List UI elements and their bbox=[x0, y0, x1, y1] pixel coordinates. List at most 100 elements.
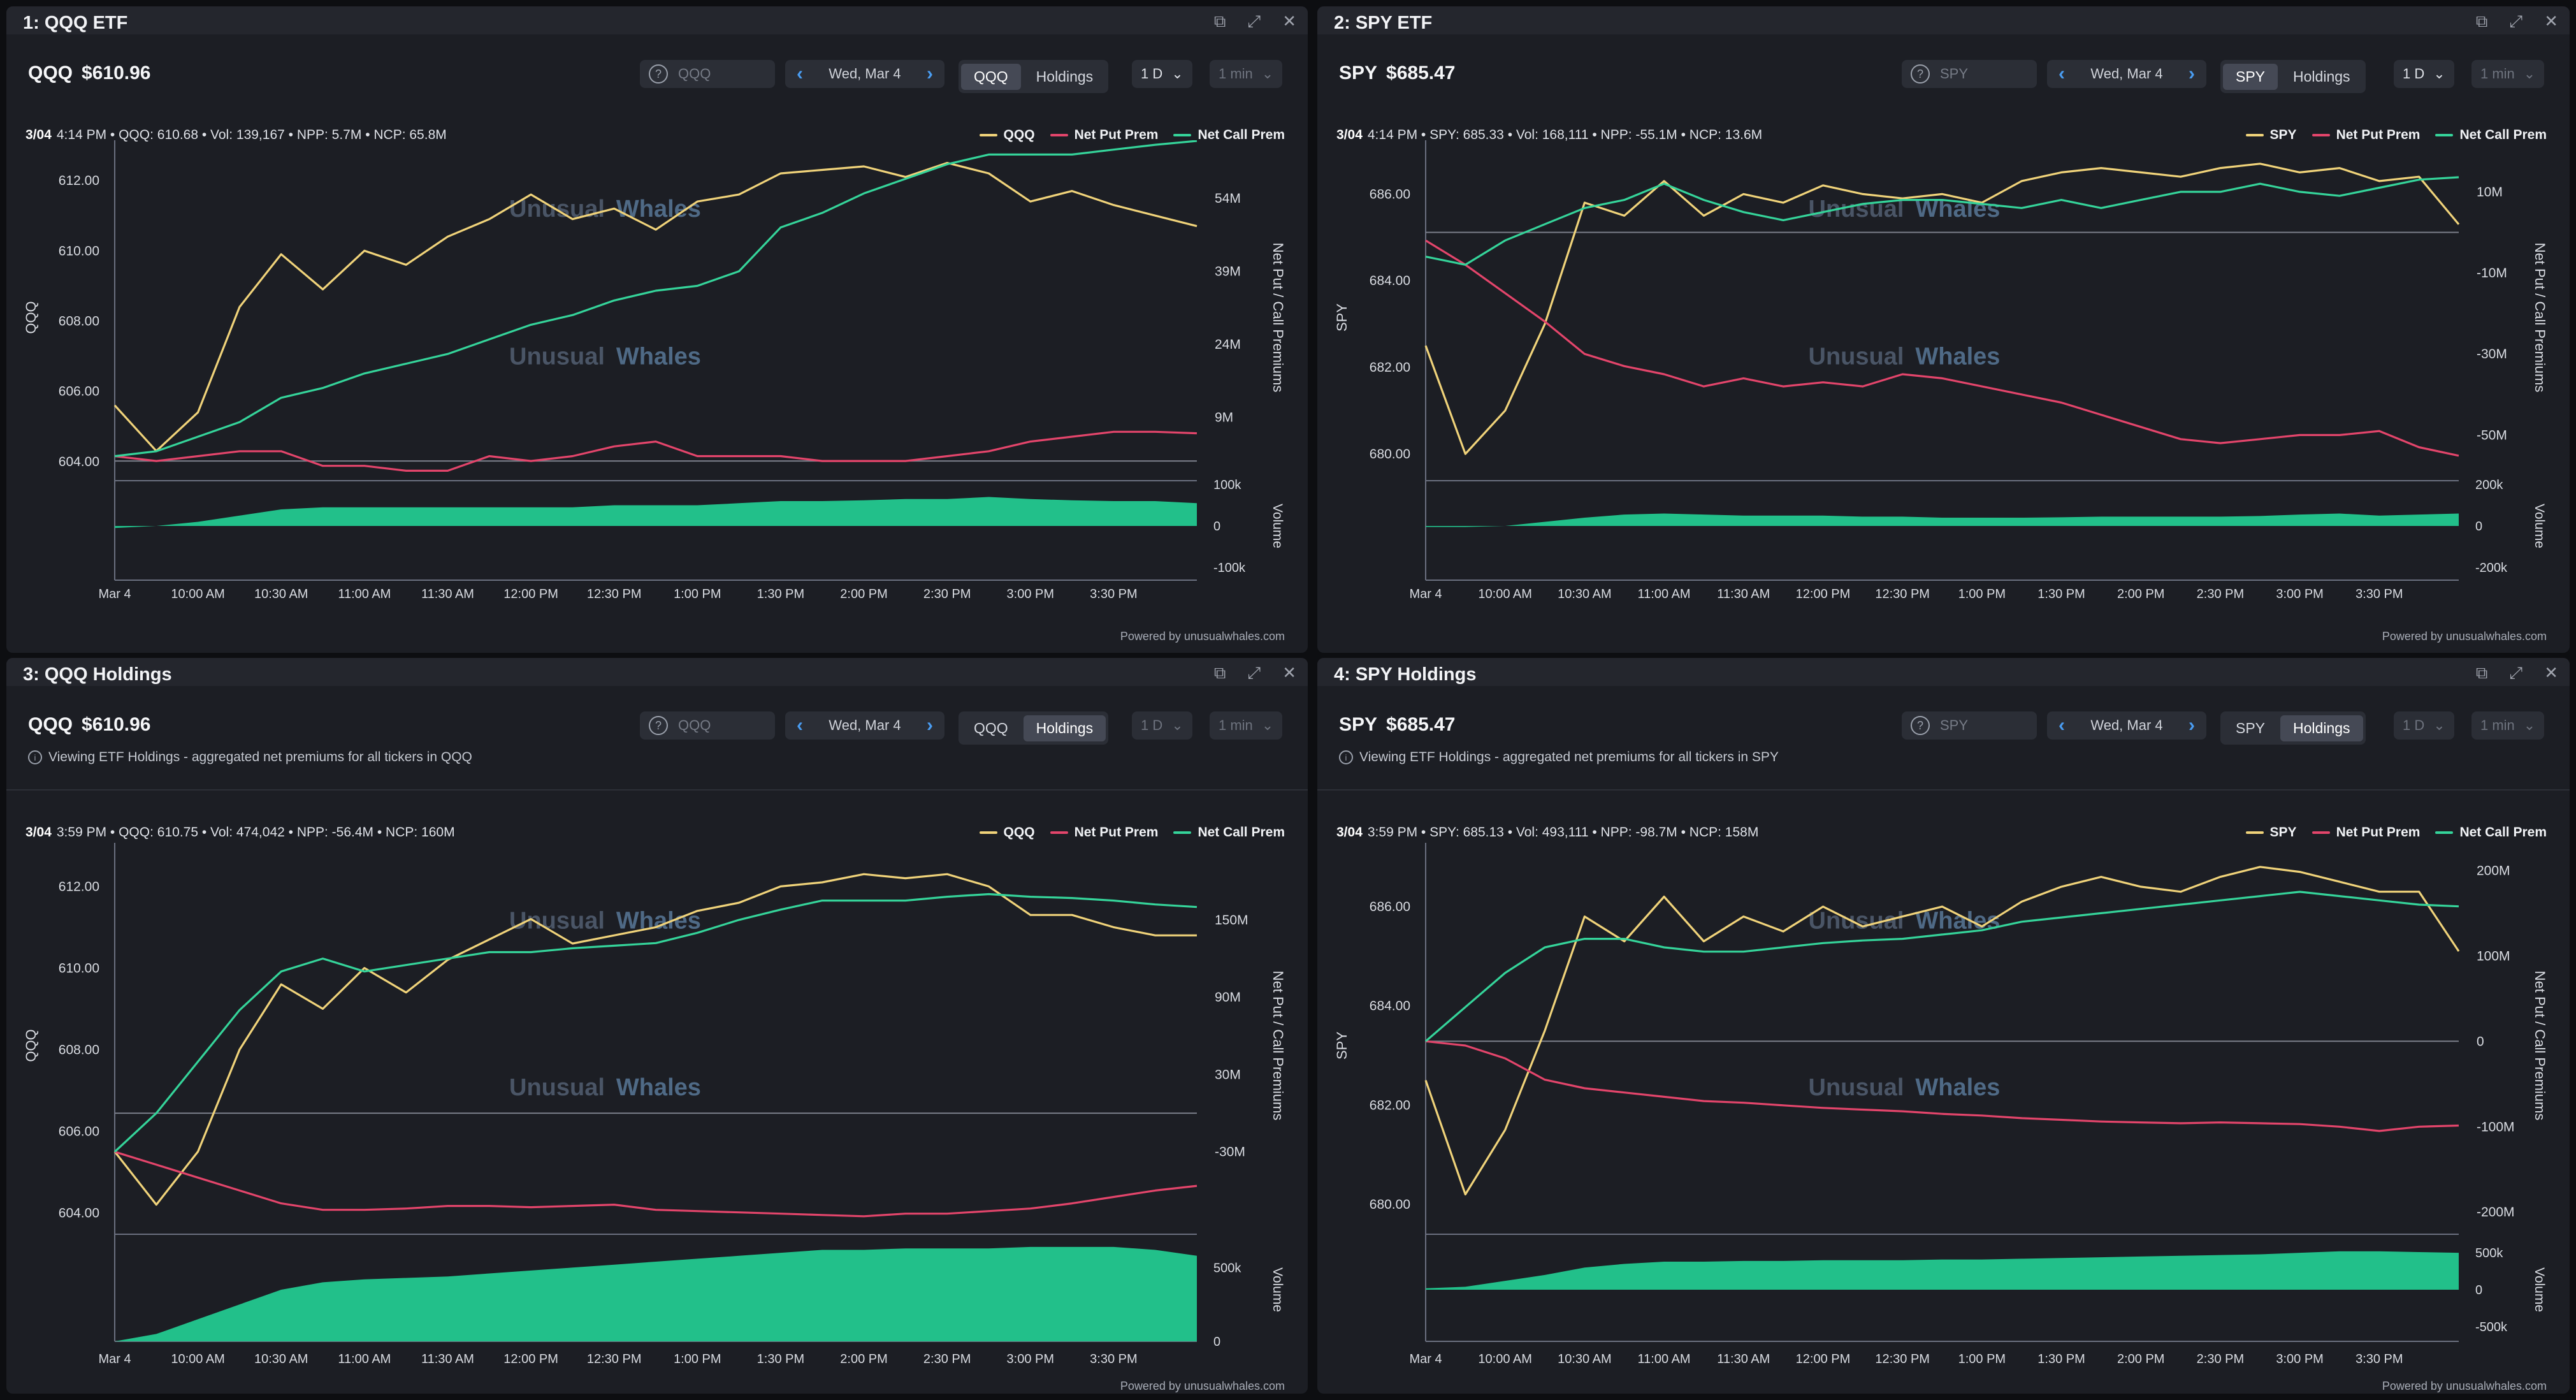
crosshair-status: 3/04 3:59 PM • SPY: 685.13 • Vol: 493,111… bbox=[1336, 825, 1758, 840]
symbol-search-input[interactable]: ? SPY bbox=[1902, 711, 2037, 740]
x-tick-label: 3:00 PM bbox=[2276, 587, 2323, 601]
interval-value: 1 min bbox=[2480, 66, 2515, 82]
expand-icon[interactable]: ⤢ bbox=[2509, 11, 2523, 31]
close-icon[interactable]: ✕ bbox=[2544, 663, 2558, 682]
window-controls: ⧉ ⤢ ✕ bbox=[1214, 11, 1296, 32]
y-tick-label: 604.00 bbox=[59, 1206, 99, 1220]
legend-item-put[interactable]: Net Put Prem bbox=[2312, 825, 2420, 840]
legend-item-put[interactable]: Net Put Prem bbox=[1050, 128, 1158, 143]
prev-day-chevron-icon[interactable]: ‹ bbox=[797, 715, 803, 736]
volume-tick-label: -500k bbox=[2475, 1320, 2508, 1334]
x-tick-label: 11:00 AM bbox=[1638, 587, 1691, 601]
range-select[interactable]: 1 D ⌄ bbox=[1132, 60, 1192, 88]
x-tick-label: 1:30 PM bbox=[757, 1352, 804, 1366]
popout-icon[interactable]: ⧉ bbox=[1213, 11, 1226, 31]
legend-label: Net Put Prem bbox=[2336, 825, 2420, 840]
x-tick-label: 11:30 AM bbox=[1717, 1352, 1770, 1366]
y-tick-label: 608.00 bbox=[59, 314, 99, 329]
interval-select[interactable]: 1 min ⌄ bbox=[1210, 711, 1283, 740]
help-icon[interactable]: ? bbox=[1911, 64, 1930, 84]
x-tick-label: 2:30 PM bbox=[2197, 1352, 2244, 1366]
y2-axis-label: Net Put / Call Premiums bbox=[1270, 243, 1286, 393]
legend-swatch bbox=[2312, 134, 2330, 136]
legend-item-put[interactable]: Net Put Prem bbox=[2312, 128, 2420, 143]
holdings-view-tab[interactable]: Holdings bbox=[1023, 715, 1106, 741]
symbol-search-input[interactable]: ? SPY bbox=[1902, 60, 2037, 88]
legend-swatch bbox=[1173, 134, 1192, 136]
interval-select[interactable]: 1 min ⌄ bbox=[1210, 60, 1283, 88]
net-call-line bbox=[1424, 891, 2459, 1042]
expand-icon[interactable]: ⤢ bbox=[1247, 11, 1261, 31]
close-icon[interactable]: ✕ bbox=[1282, 11, 1296, 31]
y2-tick-label: -30M bbox=[2477, 347, 2507, 361]
next-day-chevron-icon[interactable]: › bbox=[2189, 715, 2195, 736]
holdings-info-note: i Viewing ETF Holdings - aggregated net p… bbox=[28, 750, 472, 765]
x-tick-label: 3:00 PM bbox=[1007, 587, 1054, 601]
interval-select[interactable]: 1 min ⌄ bbox=[2471, 60, 2545, 88]
expand-icon[interactable]: ⤢ bbox=[1247, 663, 1261, 682]
help-icon[interactable]: ? bbox=[1911, 716, 1930, 735]
interval-select[interactable]: 1 min ⌄ bbox=[2471, 711, 2545, 740]
legend-label: SPY bbox=[2269, 128, 2297, 142]
close-icon[interactable]: ✕ bbox=[1282, 663, 1296, 682]
legend-item-price[interactable]: QQQ bbox=[979, 128, 1035, 143]
panel-title: 2: SPY ETF bbox=[1334, 13, 1433, 33]
prev-day-chevron-icon[interactable]: ‹ bbox=[797, 63, 803, 84]
holdings-view-tab[interactable]: Holdings bbox=[2280, 715, 2363, 741]
view-toggle: QQQ Holdings bbox=[959, 711, 1109, 745]
symbol-view-tab[interactable]: QQQ bbox=[974, 719, 1008, 736]
volume-tick-label: 500k bbox=[2475, 1246, 2503, 1260]
range-select[interactable]: 1 D ⌄ bbox=[2394, 60, 2454, 88]
legend-item-call[interactable]: Net Call Prem bbox=[1173, 128, 1285, 143]
legend-item-call[interactable]: Net Call Prem bbox=[1173, 825, 1285, 840]
date-picker[interactable]: ‹ Wed, Mar 4 › bbox=[785, 711, 944, 740]
x-tick-label: Mar 4 bbox=[1409, 587, 1442, 601]
y2-tick-label: -50M bbox=[2477, 428, 2507, 442]
y-axis-label: SPY bbox=[1334, 1032, 1350, 1060]
legend-item-put[interactable]: Net Put Prem bbox=[1050, 825, 1158, 840]
popout-icon[interactable]: ⧉ bbox=[2475, 11, 2488, 31]
prev-day-chevron-icon[interactable]: ‹ bbox=[2059, 715, 2065, 736]
range-select[interactable]: 1 D ⌄ bbox=[1132, 711, 1192, 740]
legend-item-call[interactable]: Net Call Prem bbox=[2435, 825, 2547, 840]
date-picker[interactable]: ‹ Wed, Mar 4 › bbox=[785, 60, 944, 88]
panel-titlebar: 4: SPY Holdings ⧉ ⤢ ✕ bbox=[1317, 658, 2570, 686]
expand-icon[interactable]: ⤢ bbox=[2509, 663, 2523, 682]
status-values: 3:59 PM • QQQ: 610.75 • Vol: 474,042 • N… bbox=[56, 825, 455, 840]
next-day-chevron-icon[interactable]: › bbox=[2189, 63, 2195, 84]
symbol-view-tab[interactable]: QQQ bbox=[961, 63, 1021, 90]
volume-area bbox=[1426, 513, 2459, 527]
symbol-search-input[interactable]: ? QQQ bbox=[640, 60, 775, 88]
legend-item-price[interactable]: SPY bbox=[2245, 128, 2297, 143]
symbol-view-tab[interactable]: SPY bbox=[2223, 63, 2278, 90]
next-day-chevron-icon[interactable]: › bbox=[927, 63, 933, 84]
next-day-chevron-icon[interactable]: › bbox=[927, 715, 933, 736]
help-icon[interactable]: ? bbox=[649, 64, 668, 84]
symbol-view-tab[interactable]: SPY bbox=[2236, 719, 2266, 736]
popout-icon[interactable]: ⧉ bbox=[2475, 663, 2488, 682]
holdings-view-tab[interactable]: Holdings bbox=[1036, 68, 1094, 85]
x-tick-label: 3:30 PM bbox=[1090, 1352, 1137, 1366]
y-axis-label: QQQ bbox=[23, 301, 39, 333]
chart-legend: QQQ Net Put Prem Net Call Prem bbox=[979, 825, 1285, 840]
date-picker[interactable]: ‹ Wed, Mar 4 › bbox=[2047, 711, 2206, 740]
date-picker[interactable]: ‹ Wed, Mar 4 › bbox=[2047, 60, 2206, 88]
legend-item-price[interactable]: QQQ bbox=[979, 825, 1035, 840]
x-tick-label: 10:00 AM bbox=[1478, 1352, 1532, 1366]
popout-icon[interactable]: ⧉ bbox=[1213, 663, 1226, 682]
legend-item-price[interactable]: SPY bbox=[2245, 825, 2297, 840]
close-icon[interactable]: ✕ bbox=[2544, 11, 2558, 31]
legend-item-call[interactable]: Net Call Prem bbox=[2435, 128, 2547, 143]
chevron-down-icon: ⌄ bbox=[2433, 717, 2445, 733]
y2-tick-label: 10M bbox=[2477, 185, 2503, 200]
help-icon[interactable]: ? bbox=[649, 716, 668, 735]
symbol-search-input[interactable]: ? QQQ bbox=[640, 711, 775, 740]
holdings-view-tab[interactable]: Holdings bbox=[2293, 68, 2350, 85]
range-select[interactable]: 1 D ⌄ bbox=[2394, 711, 2454, 740]
status-values: 4:14 PM • QQQ: 610.68 • Vol: 139,167 • N… bbox=[56, 128, 447, 142]
prev-day-chevron-icon[interactable]: ‹ bbox=[2059, 63, 2065, 84]
